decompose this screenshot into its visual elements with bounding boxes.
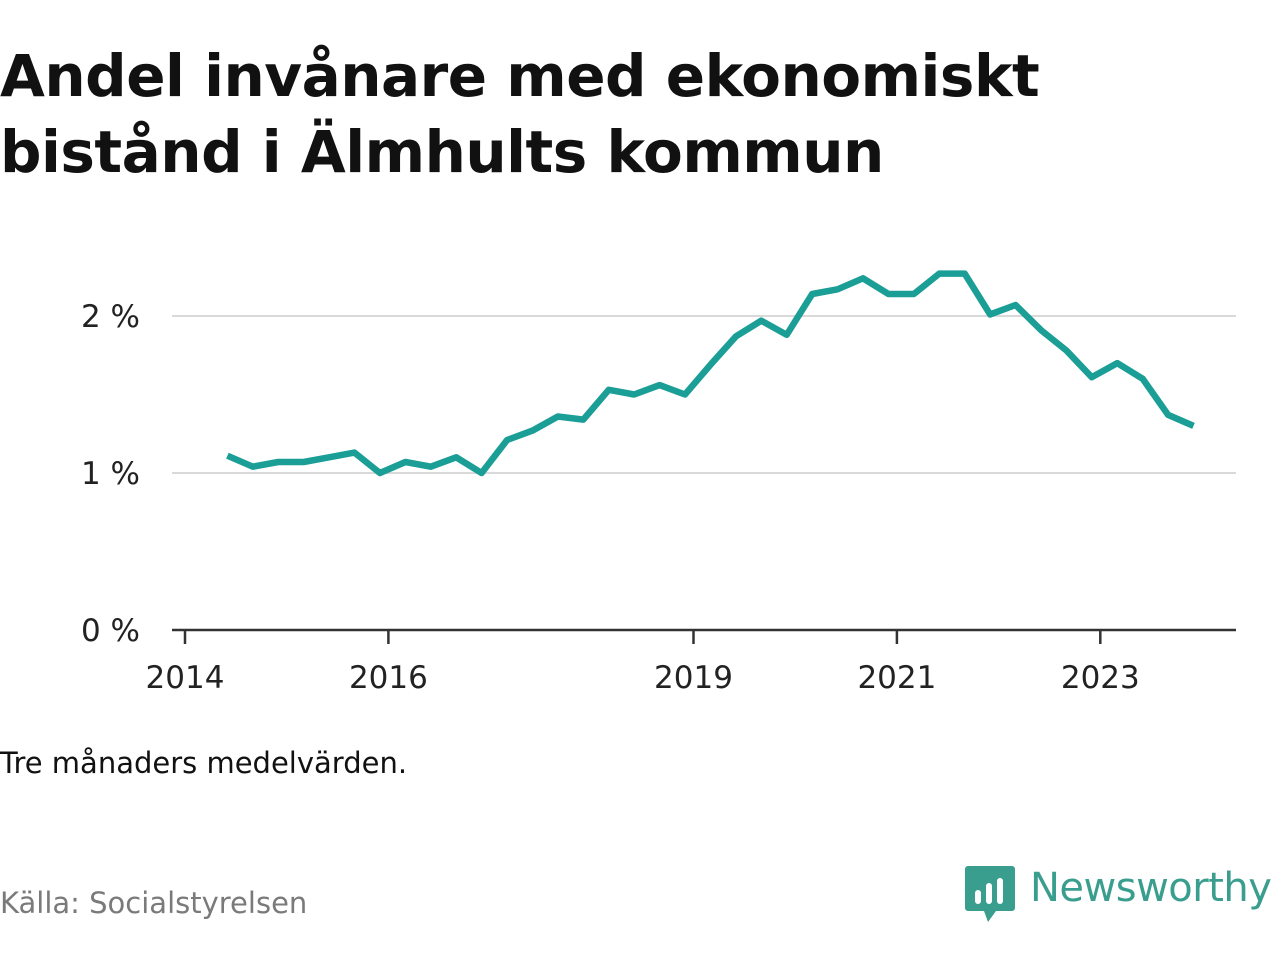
x-tick-label: 2014 <box>146 660 225 696</box>
y-axis-labels: 0 % 1 % 2 % <box>81 299 140 649</box>
x-tick-label: 2021 <box>857 660 936 696</box>
chart-title: Andel invånare med ekonomiskt bistånd i … <box>0 42 1040 186</box>
x-axis-labels: 2014 2016 2019 2021 2023 <box>146 660 1140 696</box>
x-tick-label: 2016 <box>349 660 428 696</box>
brand-logo[interactable]: Newsworthy <box>964 864 1272 928</box>
chart-note: Tre månaders medelvärden. <box>0 746 408 780</box>
brand-name: Newsworthy <box>1030 865 1272 911</box>
y-tick-label: 1 % <box>81 456 140 492</box>
x-axis <box>172 628 1236 644</box>
grid-lines <box>172 315 1236 474</box>
y-tick-label: 0 % <box>81 613 140 649</box>
source-label: Källa: Socialstyrelsen <box>0 886 308 920</box>
newsworthy-logo-icon <box>965 866 1015 922</box>
x-tick-label: 2023 <box>1061 660 1140 696</box>
series-line <box>226 270 1195 477</box>
line-chart: 0 % 1 % 2 % 2014 2016 2019 2021 2023 <box>81 270 1236 696</box>
x-tick-label: 2019 <box>654 660 733 696</box>
series-group <box>226 270 1195 477</box>
y-tick-label: 2 % <box>81 299 140 335</box>
